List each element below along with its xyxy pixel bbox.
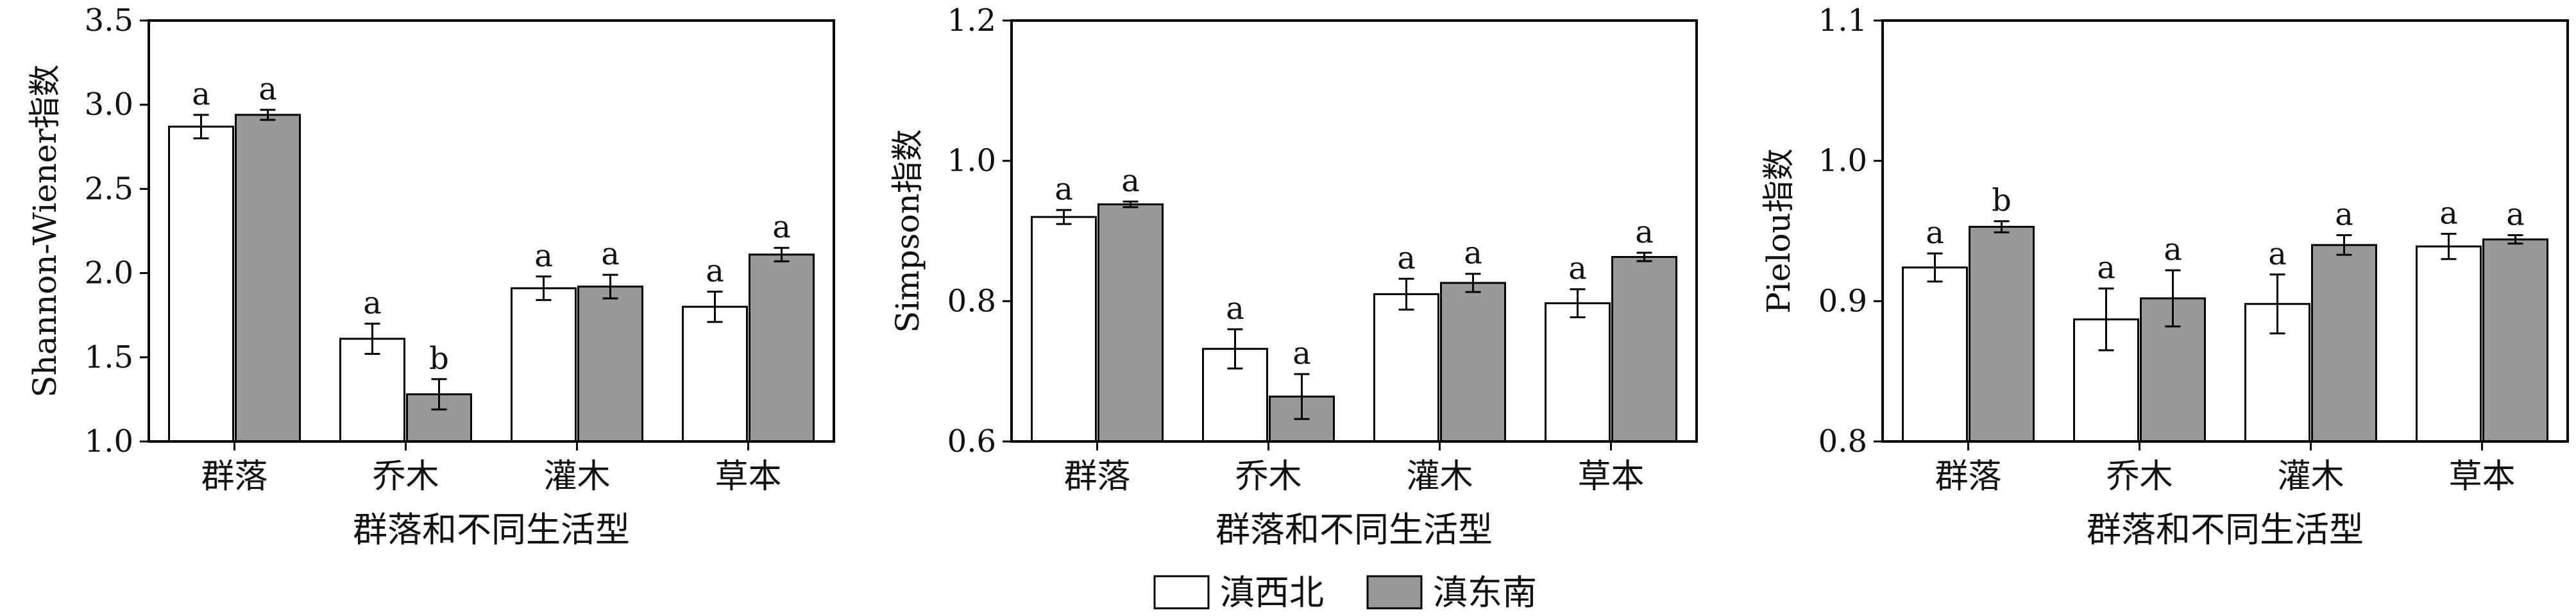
significance-label: a bbox=[1464, 235, 1482, 271]
y-tick-label: 1.0 bbox=[947, 143, 996, 179]
bar bbox=[1373, 293, 1439, 443]
significance-label: a bbox=[1568, 251, 1587, 287]
significance-label: b bbox=[429, 341, 449, 377]
x-tick-label: 群落 bbox=[1935, 458, 2001, 496]
significance-label: b bbox=[1992, 183, 2012, 219]
x-tick-label: 灌木 bbox=[2277, 458, 2344, 496]
x-tick-label: 草本 bbox=[1577, 458, 1644, 496]
y-tick-label: 1.0 bbox=[85, 424, 133, 459]
x-axis-title: 群落和不同生活型 bbox=[2087, 509, 2364, 550]
panel-1: a a a a a b a a 1.0 1.5 2.0 2.5 3.0 3.5 群落 乔木 灌木 草本群落和不同生… bbox=[26, 3, 835, 550]
significance-label: a bbox=[1397, 240, 1416, 276]
y-tick-label: 0.8 bbox=[1818, 424, 1867, 459]
legend: 滇西北 滇东南 bbox=[1153, 572, 1537, 613]
x-axis-title: 群落和不同生活型 bbox=[353, 509, 630, 550]
y-tick-label: 2.0 bbox=[85, 255, 133, 291]
x-tick-label: 乔木 bbox=[1235, 458, 1301, 496]
x-axis-title: 群落和不同生活型 bbox=[1216, 509, 1493, 550]
x-tick-label: 群落 bbox=[1063, 458, 1130, 496]
x-tick-label: 乔木 bbox=[2106, 458, 2173, 496]
significance-label: a bbox=[1226, 291, 1244, 327]
y-tick-label: 1.5 bbox=[85, 339, 133, 375]
legend-swatch-northwest bbox=[1153, 575, 1210, 610]
legend-label-southeast: 滇东南 bbox=[1433, 572, 1537, 613]
significance-label: a bbox=[601, 236, 620, 272]
significance-label: a bbox=[534, 238, 553, 274]
significance-label: a bbox=[363, 285, 382, 321]
bar bbox=[682, 305, 748, 443]
bar bbox=[2311, 244, 2377, 443]
significance-label: a bbox=[2097, 250, 2115, 286]
x-tick-label: 草本 bbox=[2448, 458, 2515, 496]
plot-frame bbox=[148, 19, 835, 443]
bar bbox=[749, 253, 815, 443]
legend-swatch-southeast bbox=[1366, 575, 1423, 610]
bar bbox=[339, 338, 405, 443]
y-tick-label: 1.1 bbox=[1818, 3, 1867, 38]
bar bbox=[1545, 302, 1611, 443]
y-tick-label: 1.0 bbox=[1818, 143, 1867, 179]
significance-label: a bbox=[1292, 336, 1311, 372]
y-axis-title: Shannon-Wiener指数 bbox=[26, 65, 64, 398]
bar bbox=[1031, 216, 1097, 443]
bar bbox=[1097, 203, 1164, 443]
significance-label: a bbox=[2268, 236, 2287, 272]
plot-frame bbox=[1010, 19, 1698, 443]
significance-label: a bbox=[1055, 171, 1073, 207]
x-tick-label: 乔木 bbox=[372, 458, 439, 496]
bar bbox=[1611, 255, 1677, 443]
significance-label: a bbox=[258, 71, 277, 107]
y-axis-title: Pielou指数 bbox=[1760, 148, 1797, 314]
bar bbox=[1969, 225, 2035, 443]
y-tick-label: 1.2 bbox=[947, 3, 996, 38]
bar bbox=[511, 287, 577, 443]
y-tick-label: 2.5 bbox=[85, 171, 133, 207]
bar bbox=[235, 114, 301, 443]
plot-frame bbox=[1881, 19, 2569, 443]
x-tick-label: 群落 bbox=[201, 458, 267, 496]
y-tick-label: 3.5 bbox=[85, 3, 133, 38]
significance-label: a bbox=[192, 76, 210, 112]
significance-label: a bbox=[1635, 214, 1654, 250]
significance-label: a bbox=[2164, 232, 2182, 268]
y-tick-label: 0.9 bbox=[1818, 283, 1867, 319]
x-tick-label: 灌木 bbox=[543, 458, 610, 496]
bar bbox=[2416, 245, 2482, 443]
x-tick-label: 灌木 bbox=[1406, 458, 1473, 496]
significance-label: a bbox=[2506, 197, 2525, 233]
legend-label-northwest: 滇西北 bbox=[1220, 572, 1324, 613]
bar bbox=[168, 125, 234, 443]
y-tick-label: 0.8 bbox=[947, 283, 996, 319]
bar bbox=[577, 286, 643, 443]
significance-label: a bbox=[772, 209, 791, 245]
significance-label: a bbox=[1121, 163, 1140, 199]
y-tick-label: 3.0 bbox=[85, 87, 133, 123]
bar bbox=[2482, 238, 2548, 443]
x-tick-label: 草本 bbox=[715, 458, 781, 496]
y-axis-title: Simpson指数 bbox=[889, 129, 926, 333]
bar bbox=[1440, 282, 1506, 443]
significance-label: a bbox=[2335, 197, 2353, 233]
significance-label: a bbox=[706, 253, 724, 289]
bar bbox=[1902, 266, 1968, 443]
chart-panels: a a a a a b a a 1.0 1.5 2.0 2.5 3.0 3.5 群落 乔木 灌木 草本群落和不同生… bbox=[26, 3, 2569, 550]
significance-label: a bbox=[1926, 215, 1944, 251]
y-tick-label: 0.6 bbox=[947, 424, 996, 459]
significance-label: a bbox=[2439, 195, 2458, 231]
